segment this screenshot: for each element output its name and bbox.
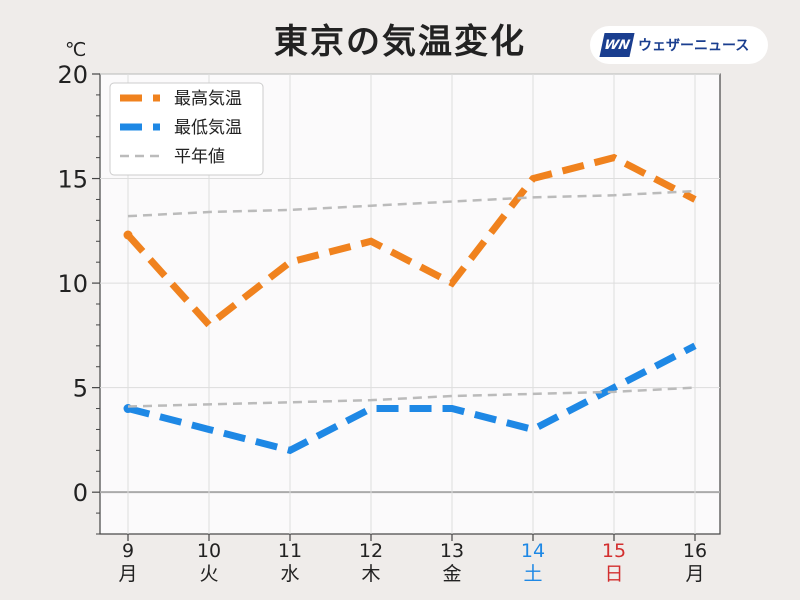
x-tick-label-day: 13 [440, 540, 464, 562]
legend-box [109, 82, 264, 176]
series-line-normal-low [127, 386, 696, 408]
x-tick-label-weekday: 火 [199, 563, 218, 585]
y-tick-label: 10 [57, 270, 88, 298]
x-tick-label-weekday: 土 [523, 563, 542, 585]
series-line-最低気温 [127, 342, 697, 455]
x-tick-label-weekday: 金 [442, 563, 461, 585]
x-tick-label-day: 11 [278, 540, 302, 562]
series-line-平年値 [127, 189, 696, 218]
x-tick-label-day: 12 [359, 540, 383, 562]
y-tick-label: 0 [73, 479, 88, 507]
x-tick-label-day: 10 [197, 540, 221, 562]
series-line-最高気温 [125, 153, 697, 330]
x-tick-label-weekday: 月 [685, 563, 704, 585]
y-tick-label: 5 [73, 375, 88, 403]
weathernews-logo: WN ウェザーニュース [590, 26, 768, 64]
x-tick-label-day: 16 [683, 540, 707, 562]
legend-label: 最高気温 [174, 89, 242, 109]
y-tick-label: 20 [57, 61, 88, 89]
x-tick-label-weekday: 月 [118, 563, 137, 585]
x-tick-label-day: 15 [602, 540, 626, 562]
x-tick-label-weekday: 木 [361, 563, 380, 585]
x-tick-label-day: 14 [521, 540, 545, 562]
y-axis-unit: ℃ [65, 39, 86, 61]
y-tick-label: 15 [57, 166, 88, 194]
x-tick-label-weekday: 日 [604, 563, 623, 585]
x-tick-label-day: 9 [122, 540, 134, 562]
weathernews-logo-text: ウェザーニュース [638, 38, 750, 54]
x-tick-label-weekday: 水 [280, 563, 299, 585]
page-title: 東京の気温変化 [274, 22, 526, 62]
legend-label: 平年値 [174, 147, 225, 167]
series-start-point [123, 230, 133, 240]
legend-label: 最低気温 [174, 118, 242, 138]
